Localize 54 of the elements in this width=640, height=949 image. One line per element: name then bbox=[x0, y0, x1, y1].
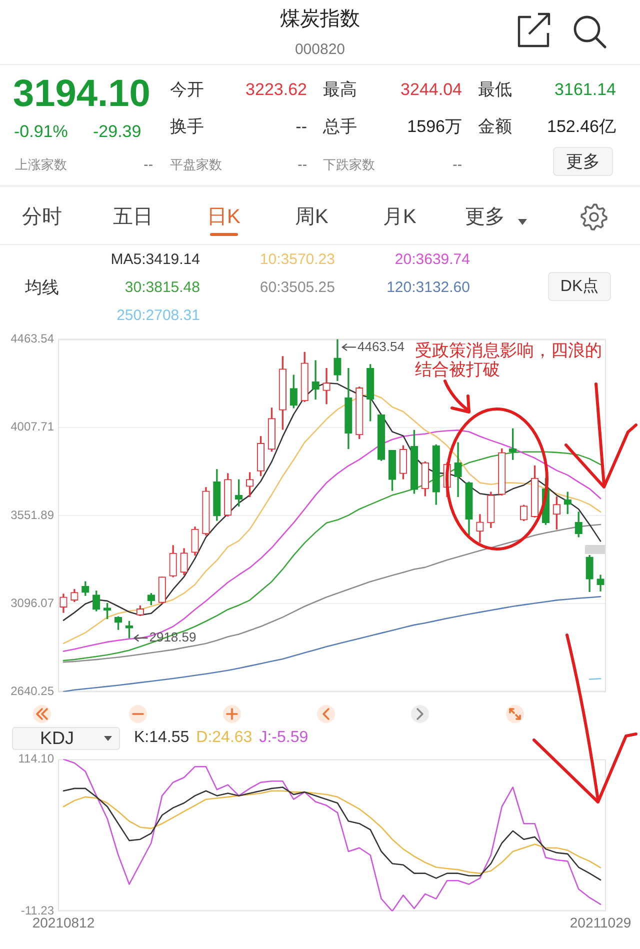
legend-title: 均线 bbox=[25, 276, 59, 298]
text: 最高 bbox=[323, 78, 357, 100]
text: 月K bbox=[383, 204, 416, 230]
text: 3194.10 bbox=[13, 72, 150, 116]
text: 3244.04 bbox=[400, 78, 462, 100]
text: 周K bbox=[295, 204, 328, 230]
text: DK点 bbox=[560, 276, 599, 296]
text: 金额 bbox=[478, 116, 512, 136]
text: 上涨家数 bbox=[15, 157, 67, 173]
text: 20:3639.74 bbox=[394, 250, 470, 268]
text: 更多 bbox=[566, 150, 600, 172]
text: 五日 bbox=[113, 204, 153, 230]
text: D:24.63 bbox=[196, 728, 252, 748]
text: 总手 bbox=[323, 116, 357, 136]
text: 最低 bbox=[478, 78, 512, 100]
y-tick-label: 2640.25 bbox=[10, 684, 54, 698]
text: -- bbox=[296, 116, 307, 136]
text: 更多 bbox=[465, 204, 505, 230]
text: -- bbox=[452, 156, 462, 172]
annotation: 4463.54 bbox=[357, 338, 404, 354]
x-tick-label: 20211029 bbox=[570, 914, 632, 930]
text: 煤炭指数 bbox=[280, 6, 360, 32]
y-tick-label: 114.10 bbox=[18, 752, 54, 766]
text: K:14.55 bbox=[134, 728, 190, 748]
text: 平盘家数 bbox=[170, 157, 222, 173]
text: 250:2708.31 bbox=[116, 306, 200, 324]
text: -0.91% bbox=[14, 120, 68, 142]
text: MA5:3419.14 bbox=[110, 250, 200, 268]
text: 今开 bbox=[170, 78, 204, 100]
text: 152.46亿 bbox=[547, 116, 616, 136]
text: -- bbox=[144, 156, 153, 172]
y-tick-label: 3551.89 bbox=[10, 508, 54, 522]
text: 分时 bbox=[22, 204, 62, 230]
text: 60:3505.25 bbox=[260, 278, 335, 296]
text: -- bbox=[298, 156, 307, 172]
text: 10:3570.23 bbox=[260, 250, 335, 268]
text: 120:3132.60 bbox=[386, 278, 470, 296]
candlestick bbox=[322, 368, 330, 404]
text: 3223.62 bbox=[246, 78, 307, 100]
text: 日K bbox=[207, 204, 240, 230]
candlestick bbox=[312, 360, 320, 400]
text: 1596万 bbox=[407, 116, 462, 136]
text: 3161.14 bbox=[554, 78, 616, 100]
text: 换手 bbox=[170, 116, 204, 136]
text: -29.39 bbox=[93, 120, 142, 142]
y-tick-label: 3096.07 bbox=[10, 596, 54, 610]
chart-title: KDJ bbox=[40, 727, 74, 749]
text: 000820 bbox=[294, 40, 346, 58]
y-tick-label: 4007.71 bbox=[10, 420, 54, 434]
text: 下跌家数 bbox=[323, 157, 375, 173]
annotation: 受政策消息影响，四浪的结合被打破 bbox=[415, 341, 603, 379]
y-tick-label: 4463.54 bbox=[10, 332, 54, 346]
text: J:-5.59 bbox=[259, 728, 308, 748]
text: 30:3815.48 bbox=[124, 278, 200, 296]
